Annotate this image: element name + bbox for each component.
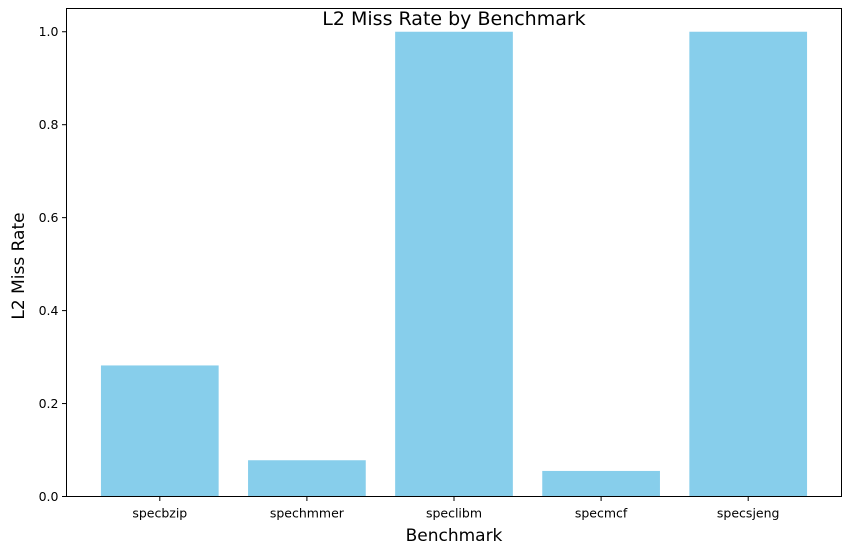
y-tick-label: 0.6 [39,210,59,225]
x-tick-label: spechmmer [270,506,345,521]
y-axis: 0.0 0.2 0.4 0.6 0.8 1.0 [39,24,67,504]
y-tick-label: 0.8 [39,117,59,132]
y-tick-label: 0.0 [39,489,59,504]
chart-title: L2 Miss Rate by Benchmark [322,8,585,30]
x-axis-label: Benchmark [406,526,503,546]
x-tick-label: speclibm [426,506,482,521]
y-tick-label: 0.4 [39,303,59,318]
bar-specsjeng [689,31,808,497]
bars-group [100,31,808,497]
y-tick-label: 0.2 [39,396,59,411]
bar-spechmmer [248,460,366,497]
bar-specmcf [542,470,660,497]
x-tick-label: specmcf [575,506,628,521]
bar-speclibm [395,31,513,497]
y-axis-label: L2 Miss Rate [9,212,29,319]
x-tick-label: specsjeng [717,506,780,521]
x-tick-label: specbzip [132,506,187,521]
bar-specbzip [100,365,219,497]
y-tick-label: 1.0 [39,24,59,39]
x-axis: specbzip spechmmer speclibm specmcf specsjen… [132,496,780,521]
